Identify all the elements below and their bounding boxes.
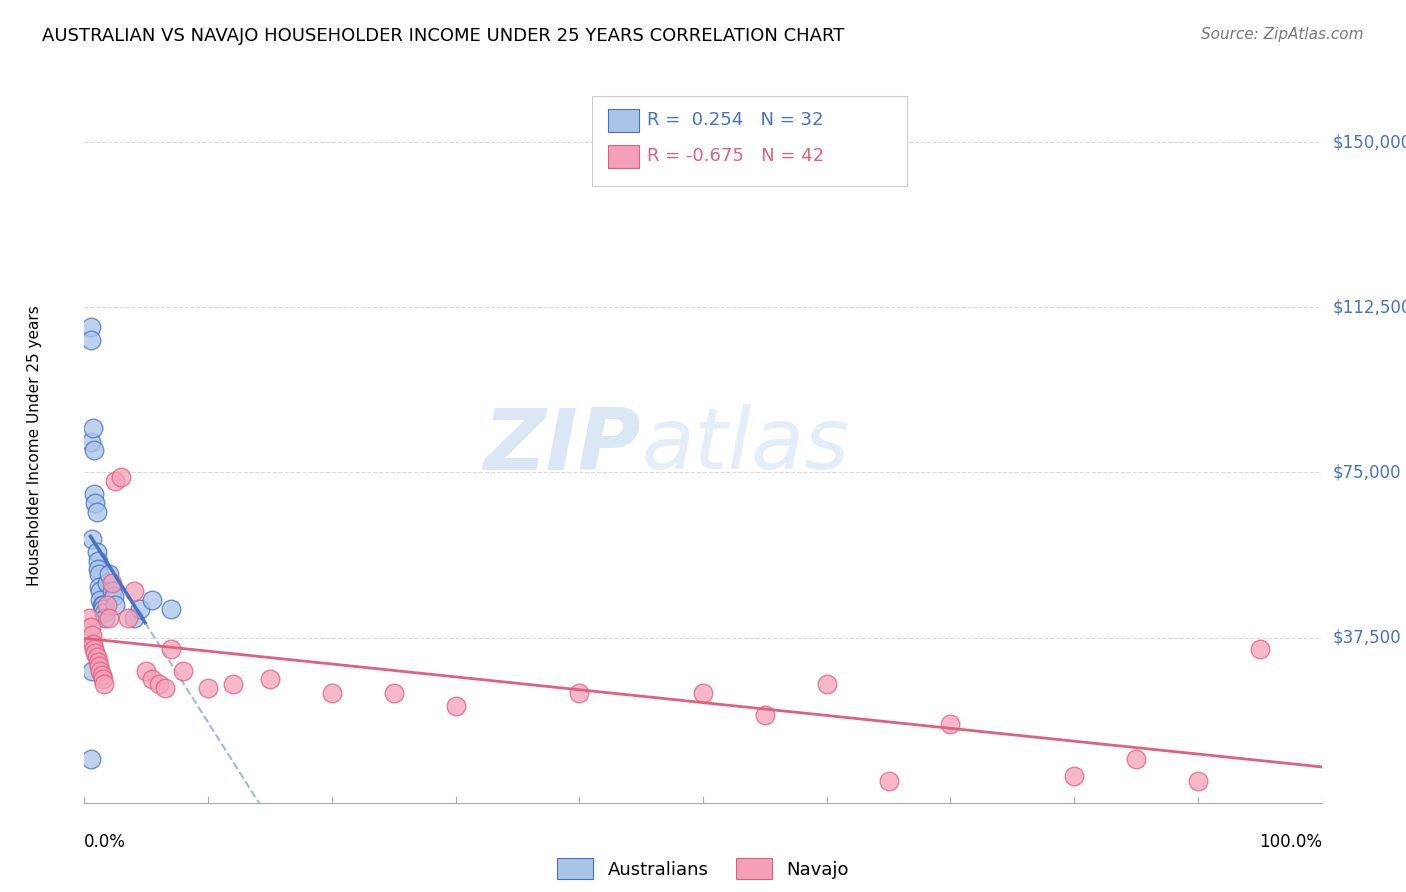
Text: R =  0.254   N = 32: R = 0.254 N = 32 [647,111,824,128]
Point [129,602,152,616]
Point [103,589,125,603]
Text: atlas: atlas [641,404,849,488]
Point [939,716,962,731]
Point [86,650,108,665]
Text: ZIP: ZIP [484,404,641,488]
Text: $112,500: $112,500 [1333,298,1406,317]
Point [79,611,101,625]
Point [80,664,103,678]
Point [568,686,591,700]
Point [96,575,118,590]
Point [1063,769,1085,783]
FancyBboxPatch shape [607,109,638,132]
Point [79,333,101,347]
Point [86,545,108,559]
Point [259,673,281,687]
Point [83,641,105,656]
Text: Source: ZipAtlas.com: Source: ZipAtlas.com [1201,27,1364,42]
Point [80,628,103,642]
Point [444,698,467,713]
Point [197,681,219,696]
Point [89,580,111,594]
Point [222,677,245,691]
Point [79,320,101,334]
Point [90,668,112,682]
Point [321,686,343,700]
Point [83,443,105,458]
Point [90,598,112,612]
Point [94,611,117,625]
Point [89,566,111,581]
Point [117,611,139,625]
Point [91,673,114,687]
Text: 100.0%: 100.0% [1258,833,1322,851]
Point [91,598,114,612]
Point [89,584,111,599]
Point [172,664,194,678]
Point [89,664,111,678]
Legend: Australians, Navajo: Australians, Navajo [550,851,856,887]
Point [87,562,110,576]
Point [122,611,145,625]
Point [83,487,105,501]
Point [141,673,163,687]
Text: $75,000: $75,000 [1333,464,1402,482]
Point [100,584,122,599]
Point [1125,752,1147,766]
Point [153,681,176,696]
Text: 0.0%: 0.0% [84,833,127,851]
Point [100,575,122,590]
Point [93,607,115,621]
Point [91,602,114,616]
Point [84,496,107,510]
Text: R = -0.675   N = 42: R = -0.675 N = 42 [647,146,824,164]
Point [141,593,163,607]
Point [79,752,101,766]
Point [122,584,145,599]
Point [692,686,714,700]
Point [110,470,132,484]
FancyBboxPatch shape [592,96,907,186]
Text: AUSTRALIAN VS NAVAJO HOUSEHOLDER INCOME UNDER 25 YEARS CORRELATION CHART: AUSTRALIAN VS NAVAJO HOUSEHOLDER INCOME … [42,27,845,45]
Point [82,421,104,435]
Point [104,475,127,489]
Point [93,677,115,691]
Point [84,646,107,660]
Point [79,619,101,633]
Point [89,593,111,607]
Point [96,598,118,612]
Point [104,598,127,612]
Point [80,532,103,546]
Point [89,659,111,673]
Point [815,677,838,691]
Text: $37,500: $37,500 [1333,629,1402,647]
Point [86,505,108,519]
Point [160,641,183,656]
Point [98,566,121,581]
Point [82,637,104,651]
Point [87,655,110,669]
Point [148,677,170,691]
Text: Householder Income Under 25 years: Householder Income Under 25 years [27,306,42,586]
Point [160,602,183,616]
Point [877,773,900,788]
Point [79,434,101,449]
Point [1249,641,1271,656]
Point [382,686,405,700]
Point [87,553,110,567]
FancyBboxPatch shape [607,145,638,168]
Point [135,664,157,678]
Point [98,611,121,625]
Point [1187,773,1209,788]
Point [754,707,776,722]
Text: $150,000: $150,000 [1333,133,1406,151]
